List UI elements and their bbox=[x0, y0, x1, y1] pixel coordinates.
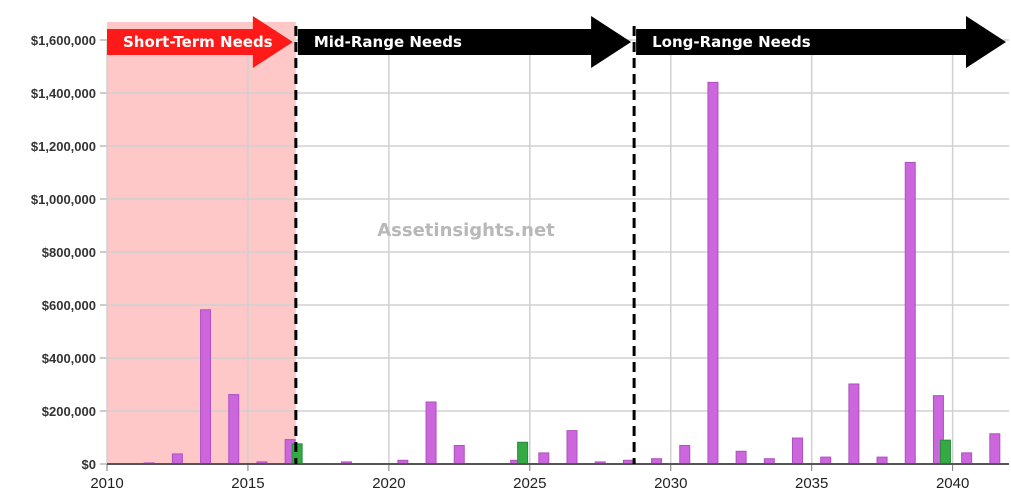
bar-primary bbox=[200, 309, 212, 465]
watermark: Assetinsights.net bbox=[377, 220, 555, 241]
y-axis-ticks: $0 $200,000 $400,000 $600,000 $800,000 $1,000… bbox=[31, 33, 96, 472]
phase-dividers bbox=[294, 26, 636, 464]
y-tick-label: $1,000,000 bbox=[31, 192, 96, 207]
y-tick-label: $400,000 bbox=[42, 351, 96, 366]
bar-primary bbox=[735, 450, 747, 465]
x-tick-label: 2035 bbox=[795, 475, 828, 492]
bar-primary bbox=[876, 456, 888, 465]
bar-secondary bbox=[939, 439, 951, 465]
bar-primary bbox=[707, 81, 719, 465]
y-tick-label: $1,200,000 bbox=[31, 139, 96, 154]
bar-primary bbox=[904, 161, 916, 465]
y-tick-label: $800,000 bbox=[42, 245, 96, 260]
bar-primary bbox=[820, 456, 832, 465]
bar-primary bbox=[989, 433, 1001, 465]
gridlines bbox=[100, 39, 1009, 471]
bar-primary bbox=[961, 452, 973, 465]
x-tick-label: 2010 bbox=[90, 475, 123, 492]
bar-primary bbox=[171, 453, 183, 465]
y-tick-label: $1,600,000 bbox=[31, 33, 96, 48]
phase-label: Short-Term Needs bbox=[123, 33, 273, 51]
bar-primary bbox=[848, 383, 860, 465]
x-tick-label: 2015 bbox=[231, 475, 264, 492]
bar-secondary bbox=[517, 441, 529, 465]
bar-primary bbox=[425, 401, 437, 465]
x-tick-label: 2020 bbox=[372, 475, 405, 492]
y-tick-label: $600,000 bbox=[42, 298, 96, 313]
y-tick-label: $1,400,000 bbox=[31, 86, 96, 101]
x-tick-label: 2040 bbox=[936, 475, 969, 492]
phase-label: Mid-Range Needs bbox=[314, 33, 462, 51]
phase-arrow bbox=[107, 16, 293, 68]
bar-primary bbox=[566, 430, 578, 465]
bar-primary bbox=[538, 452, 550, 465]
phase-arrows: Short-Term Needs Mid-Range Needs Long-Rang… bbox=[107, 16, 1006, 68]
bar-primary bbox=[228, 394, 240, 465]
bar-primary bbox=[792, 437, 803, 465]
phase-label: Long-Range Needs bbox=[652, 33, 811, 51]
bars bbox=[143, 81, 1001, 465]
y-tick-label: $0 bbox=[82, 457, 96, 472]
phase-arrow bbox=[297, 16, 632, 68]
bar-primary bbox=[679, 444, 691, 465]
x-tick-label: 2030 bbox=[654, 475, 687, 492]
phase-arrow bbox=[636, 16, 1006, 68]
bar-primary bbox=[453, 444, 465, 465]
y-tick-label: $200,000 bbox=[42, 404, 96, 419]
x-axis-ticks: 2010 2015 2020 2025 2030 2035 2040 bbox=[90, 475, 969, 492]
x-tick-label: 2025 bbox=[513, 475, 546, 492]
